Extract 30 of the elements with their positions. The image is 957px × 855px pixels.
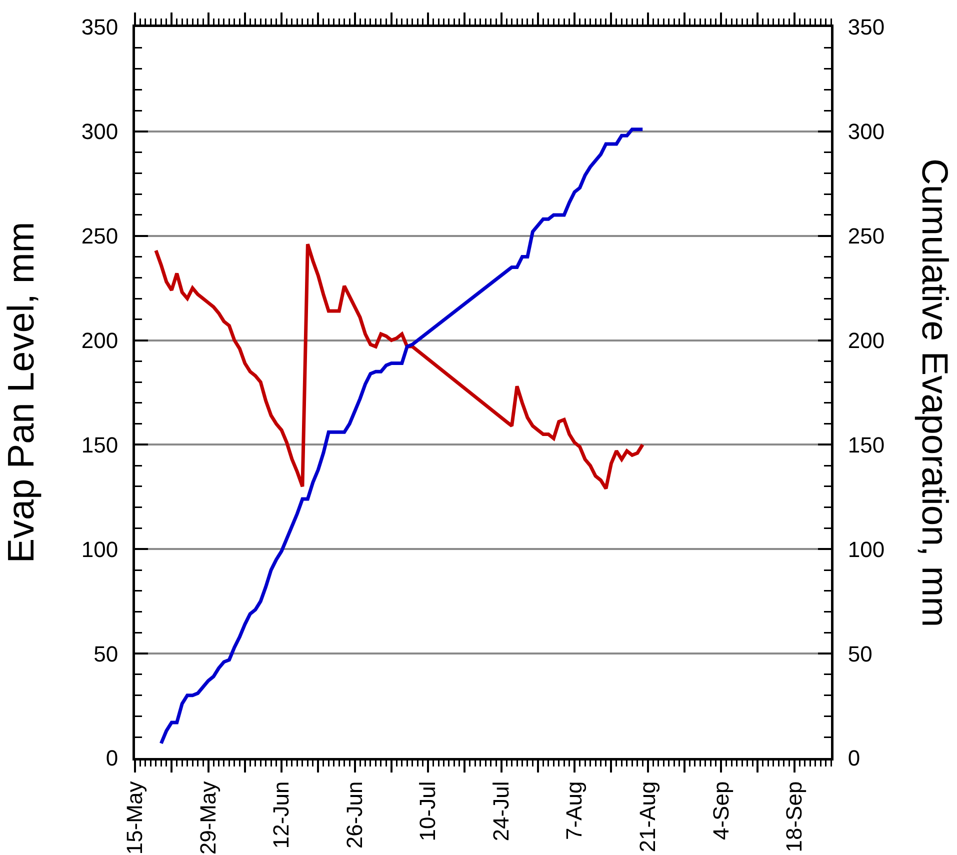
x-tick-label: 24-Jul: [488, 781, 514, 842]
x-tick-label: 4-Sep: [708, 781, 734, 840]
x-tick-label: 29-May: [195, 781, 220, 855]
y-tick-label: 0: [106, 746, 118, 771]
y-tick-label: 300: [81, 119, 118, 144]
y2-tick-label: 50: [848, 641, 872, 666]
x-tick-label: 7-Aug: [562, 781, 587, 840]
y2-tick-label: 0: [848, 746, 860, 771]
y2-tick-label: 300: [848, 119, 885, 144]
y-tick-label: 100: [81, 536, 118, 562]
x-tick-label: 26-Jun: [342, 781, 367, 849]
line-series: [154, 242, 644, 490]
y2-tick-label: 150: [848, 432, 885, 458]
y2-axis-title: Cumulative Evaporation, mm: [914, 158, 956, 628]
line-series: [159, 128, 644, 746]
x-tick-label: 10-Jul: [415, 781, 440, 842]
x-tick-label: 18-Sep: [782, 781, 807, 852]
y2-tick-label: 200: [848, 328, 885, 353]
y-tick-label: 50: [94, 641, 118, 666]
y-tick-label: 350: [81, 14, 118, 40]
y2-tick-label: 350: [848, 14, 885, 40]
y2-tick-label: 250: [848, 224, 885, 249]
x-tick-label: 15-May: [122, 781, 148, 855]
y2-tick-label: 100: [848, 536, 885, 562]
y-tick-label: 250: [81, 224, 118, 249]
y-tick-label: 150: [81, 432, 118, 458]
y-tick-label: 200: [81, 328, 118, 353]
y-axis-title: Evap Pan Level, mm: [0, 222, 42, 564]
x-tick-label: 21-Aug: [634, 781, 660, 852]
x-tick-label: 12-Jun: [268, 781, 294, 849]
